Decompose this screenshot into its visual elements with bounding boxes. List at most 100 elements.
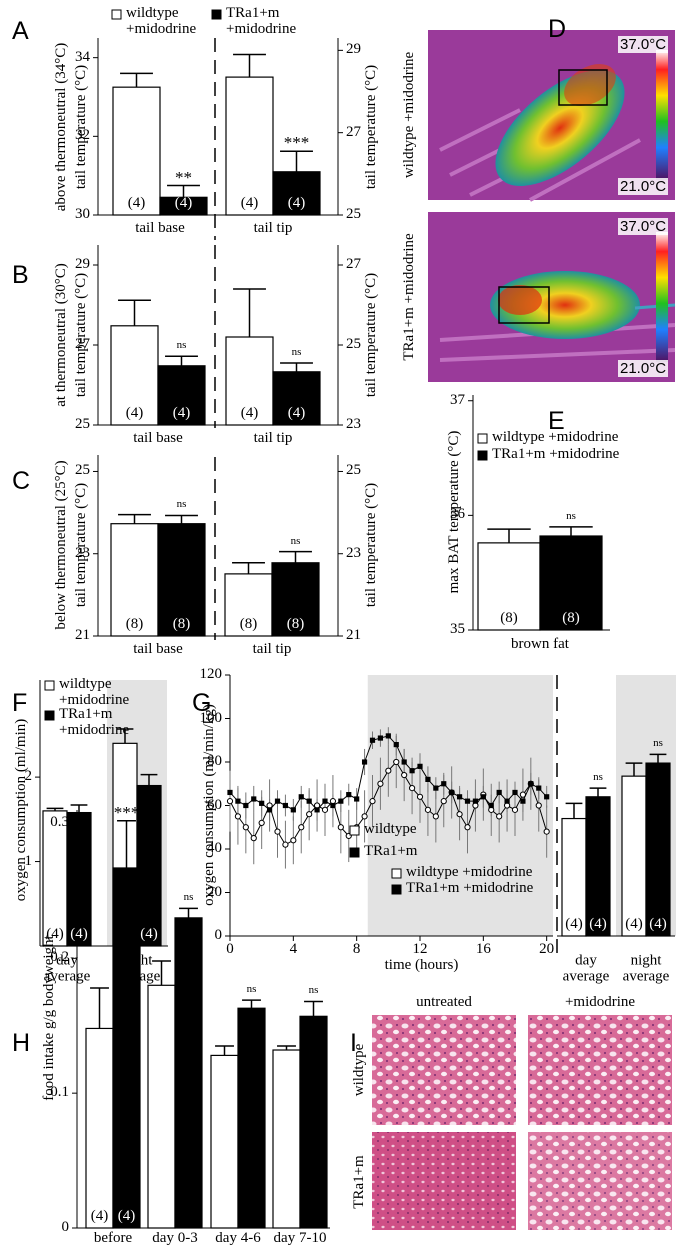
category-label: day 0-3 <box>152 1230 198 1247</box>
x-axis-title: time (hours) <box>384 957 459 974</box>
point <box>290 837 297 844</box>
n-label: (4) <box>287 195 306 212</box>
legend-label: wildtype +midodrine <box>126 5 197 37</box>
significance-label: ns <box>593 771 603 784</box>
n-label: (4) <box>565 916 583 933</box>
point <box>259 800 265 806</box>
point <box>456 811 463 818</box>
y-axis-title: below thermoneutral (25°C) <box>53 460 70 630</box>
y-tick-label: 23 <box>346 416 361 433</box>
bar <box>585 796 611 937</box>
bar <box>272 371 321 426</box>
legend-marker <box>211 9 222 20</box>
point <box>417 763 423 769</box>
point <box>298 824 305 831</box>
legend-label: TRa1+m +midodrine <box>59 706 130 738</box>
point <box>243 802 249 809</box>
significance-label: ns <box>183 891 194 904</box>
legend-marker <box>391 868 402 879</box>
category-label: tail tip <box>253 430 293 447</box>
legend-label: wildtype +midodrine <box>59 676 130 708</box>
n-label: (4) <box>70 926 88 943</box>
point <box>306 798 312 804</box>
point <box>274 798 281 804</box>
panel-letter: F <box>12 689 28 717</box>
y-tick-label: 0.3 <box>50 814 69 831</box>
significance-label: ns <box>291 346 302 359</box>
panel-letter: G <box>192 689 212 717</box>
category-label: night average <box>622 952 670 984</box>
point <box>424 806 432 813</box>
legend-marker <box>44 680 55 691</box>
category-label: tail tip <box>253 220 293 237</box>
bar <box>42 810 68 947</box>
point <box>511 806 519 813</box>
bar <box>225 336 274 426</box>
n-label: (4) <box>127 195 146 212</box>
point <box>385 733 391 739</box>
point <box>504 798 510 804</box>
bar <box>271 562 320 637</box>
point <box>306 811 313 818</box>
point <box>544 794 550 800</box>
point <box>322 798 328 804</box>
legend-marker <box>391 884 402 895</box>
point <box>330 802 336 809</box>
x-tick-label: 16 <box>475 941 491 958</box>
legend-label: TRa1+m +midodrine <box>492 446 620 462</box>
legend-label: TRa1+m +midodrine <box>406 880 534 896</box>
panel-letter: D <box>548 15 567 43</box>
y-tick-label: 23 <box>346 544 361 561</box>
point <box>449 789 455 796</box>
legend-marker <box>477 433 488 444</box>
point <box>432 813 439 820</box>
bar <box>299 1015 328 1229</box>
y-tick-label: 0 <box>61 1219 70 1236</box>
significance-label: ns <box>308 984 319 997</box>
n-label: (4) <box>46 926 64 943</box>
point <box>282 841 289 848</box>
y-tick-label: 40 <box>207 840 222 857</box>
legend-label: wildtype +midodrine <box>492 429 619 445</box>
bar <box>159 196 208 216</box>
bar <box>621 775 647 937</box>
category-label: day average <box>43 952 91 984</box>
bar <box>539 535 603 631</box>
bar <box>136 784 162 947</box>
thermal-row-label: TRa1+m +midodrine <box>401 233 418 361</box>
y-tick-label: 27 <box>346 123 361 140</box>
category-label: tail base <box>133 641 183 658</box>
y-tick-label: 120 <box>199 666 223 683</box>
point <box>346 792 352 798</box>
y-tick-label: 36 <box>450 506 465 523</box>
thermal-row-label: wildtype +midodrine <box>401 51 418 179</box>
n-label: (8) <box>125 616 144 633</box>
n-label: (4) <box>117 1208 136 1225</box>
bar <box>112 867 141 1229</box>
legend-label: wildtype <box>364 821 417 837</box>
point <box>535 802 542 809</box>
y-tick-label: 20 <box>207 883 222 900</box>
point <box>337 824 344 831</box>
y-tick-label: 21 <box>346 627 361 644</box>
point <box>441 781 447 787</box>
panel-letter: A <box>12 17 29 45</box>
bar <box>272 171 321 216</box>
scale-min: 21.0°C <box>618 178 669 195</box>
y-tick-label: 1 <box>24 852 33 869</box>
point <box>528 781 534 787</box>
thermal-image-wildtype <box>428 30 675 202</box>
n-label: (8) <box>172 616 191 633</box>
histology-column-label: +midodrine <box>564 994 636 1011</box>
n-label: (4) <box>625 916 643 933</box>
category-label: tail base <box>133 430 183 447</box>
legend-marker <box>44 710 55 721</box>
point <box>464 798 471 804</box>
n-label: (4) <box>174 195 193 212</box>
y-tick-label: 25 <box>75 416 90 433</box>
x-tick-label: 4 <box>289 941 298 958</box>
bar <box>645 762 671 937</box>
y-tick-label: 25 <box>346 336 361 353</box>
bar <box>477 542 541 631</box>
